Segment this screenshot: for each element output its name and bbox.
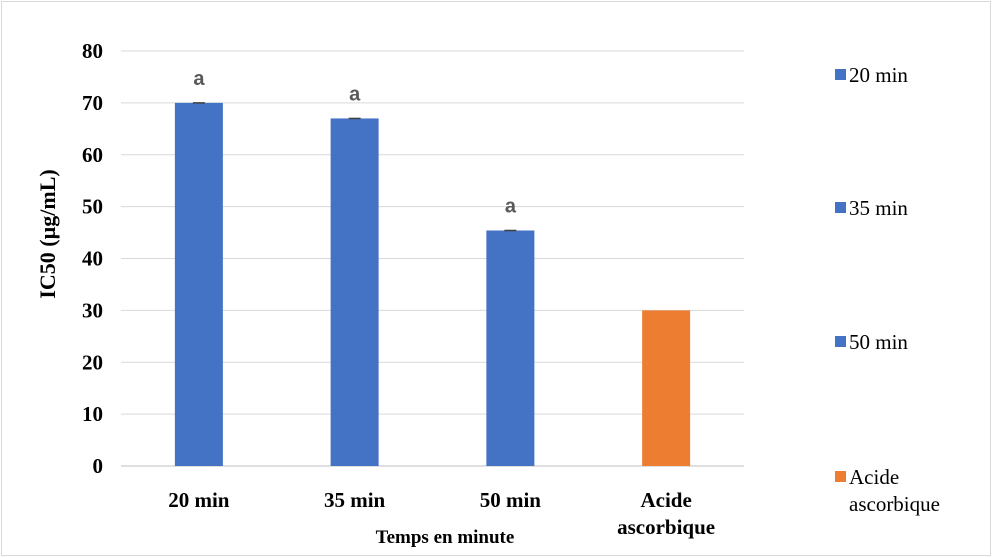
y-tick-label: 0	[93, 454, 104, 478]
y-tick-label: 30	[82, 298, 103, 322]
y-tick-label: 10	[82, 402, 103, 426]
legend-swatch	[835, 336, 846, 347]
bar-annotations: a a a	[193, 68, 517, 218]
x-category-label: 20 min	[168, 488, 230, 512]
legend-swatch	[835, 69, 846, 80]
y-tick-label: 60	[82, 143, 103, 167]
x-axis-label: Temps en minute	[376, 527, 515, 548]
legend: 20 min 35 min 50 min Acide ascorbique	[835, 63, 940, 516]
y-tick-label: 50	[82, 195, 103, 219]
bar	[330, 118, 379, 466]
gridlines	[121, 50, 744, 467]
error-bars	[192, 102, 517, 232]
y-tick-label: 20	[82, 350, 103, 374]
x-category-labels: 20 min 35 min 50 min Acide ascorbique	[168, 488, 715, 539]
significance-letter: a	[193, 68, 205, 90]
legend-label: ascorbique	[849, 492, 940, 516]
legend-swatch	[835, 202, 846, 213]
y-tick-label: 40	[82, 247, 103, 271]
y-axis-label: IC50 (µg/mL)	[35, 169, 60, 298]
legend-label: 35 min	[849, 196, 908, 220]
bar	[174, 102, 223, 466]
bars	[174, 102, 691, 466]
bar	[642, 310, 691, 466]
x-category-label: ascorbique	[617, 515, 715, 539]
legend-label: 20 min	[849, 63, 908, 87]
y-tick-label: 80	[82, 39, 103, 63]
bar	[486, 230, 535, 466]
x-category-label: 50 min	[480, 488, 542, 512]
x-category-label: 35 min	[324, 488, 386, 512]
significance-letter: a	[505, 195, 517, 217]
x-category-label: Acide	[640, 488, 691, 512]
y-tick-labels: 0 10 20 30 40 50 60 70 80	[82, 39, 103, 478]
significance-letter: a	[349, 83, 361, 105]
legend-swatch	[835, 471, 846, 482]
legend-label: Acide	[849, 465, 899, 489]
legend-label: 50 min	[849, 330, 908, 354]
y-tick-label: 70	[82, 91, 103, 115]
